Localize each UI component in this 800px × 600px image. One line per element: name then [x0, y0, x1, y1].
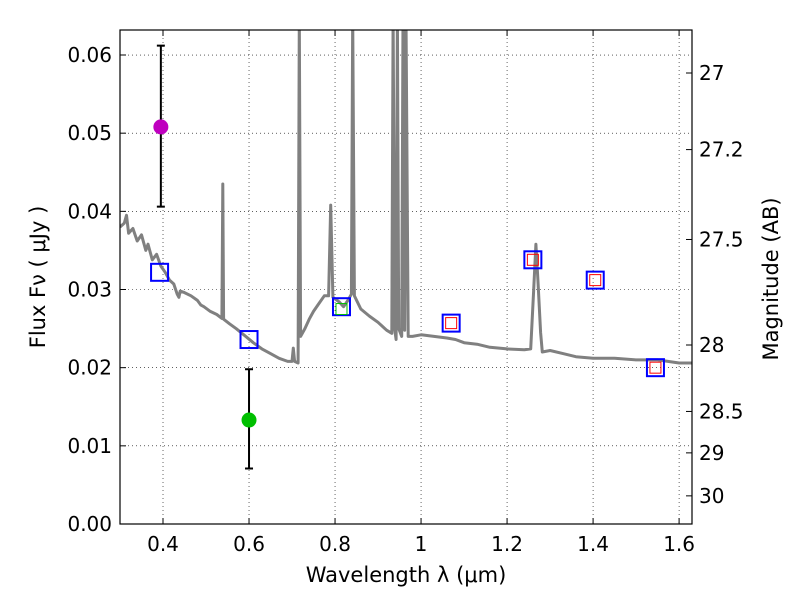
right-y-tick-label: 27.5	[699, 227, 744, 251]
x-tick-label: 1.6	[663, 532, 695, 556]
data-point	[153, 119, 169, 135]
y-tick-label: 0.03	[67, 278, 112, 302]
band-flux-marker	[441, 313, 461, 333]
y-axis-label-right: Magnitude (AB)	[759, 197, 783, 360]
right-y-tick-label: 27	[699, 61, 724, 85]
x-axis-label: Wavelength λ (μm)	[306, 563, 507, 587]
right-y-tick-label: 30	[699, 484, 724, 508]
y-tick-label: 0.02	[67, 356, 112, 380]
right-y-tick-label: 28.5	[699, 399, 744, 423]
band-point-marker	[526, 253, 539, 266]
band-point-marker	[649, 361, 662, 374]
x-tick-label: 0.6	[233, 532, 265, 556]
right-y-tick-label: 29	[699, 441, 724, 465]
y-tick-label: 0.06	[67, 43, 112, 67]
band-flux-marker	[331, 297, 351, 317]
band-point-marker	[335, 303, 348, 316]
band-point-marker	[589, 274, 602, 287]
y-axis-label-left: Flux Fν ( μJy )	[26, 206, 50, 349]
right-y-tick-label: 27.2	[699, 138, 744, 162]
x-tick-label: 1.2	[491, 532, 523, 556]
data-point	[241, 412, 257, 428]
x-tick-label: 1.4	[577, 532, 609, 556]
y-tick-label: 0.00	[67, 512, 112, 536]
band-point-marker	[445, 317, 458, 330]
band-flux-marker	[585, 270, 605, 290]
right-y-tick-label: 28	[699, 333, 724, 357]
band-flux-marker	[523, 250, 543, 270]
band-flux-marker	[645, 358, 665, 378]
model-spectrum-line	[120, 30, 692, 365]
x-tick-label: 0.4	[147, 532, 179, 556]
plot-frame	[119, 29, 693, 525]
y-tick-label: 0.04	[67, 199, 112, 223]
band-flux-marker	[239, 330, 259, 350]
y-tick-label: 0.05	[67, 121, 112, 145]
x-tick-label: 0.8	[319, 532, 351, 556]
x-tick-label: 1	[415, 532, 428, 556]
band-flux-marker	[150, 262, 170, 282]
axis-ticks: 0.4 0.6 0.8 1 1.2 1.4 1.6 0.00 0.01 0.02 0.03 0.04 0…	[67, 30, 744, 556]
y-tick-label: 0.01	[67, 434, 112, 458]
plot-data	[120, 30, 692, 470]
